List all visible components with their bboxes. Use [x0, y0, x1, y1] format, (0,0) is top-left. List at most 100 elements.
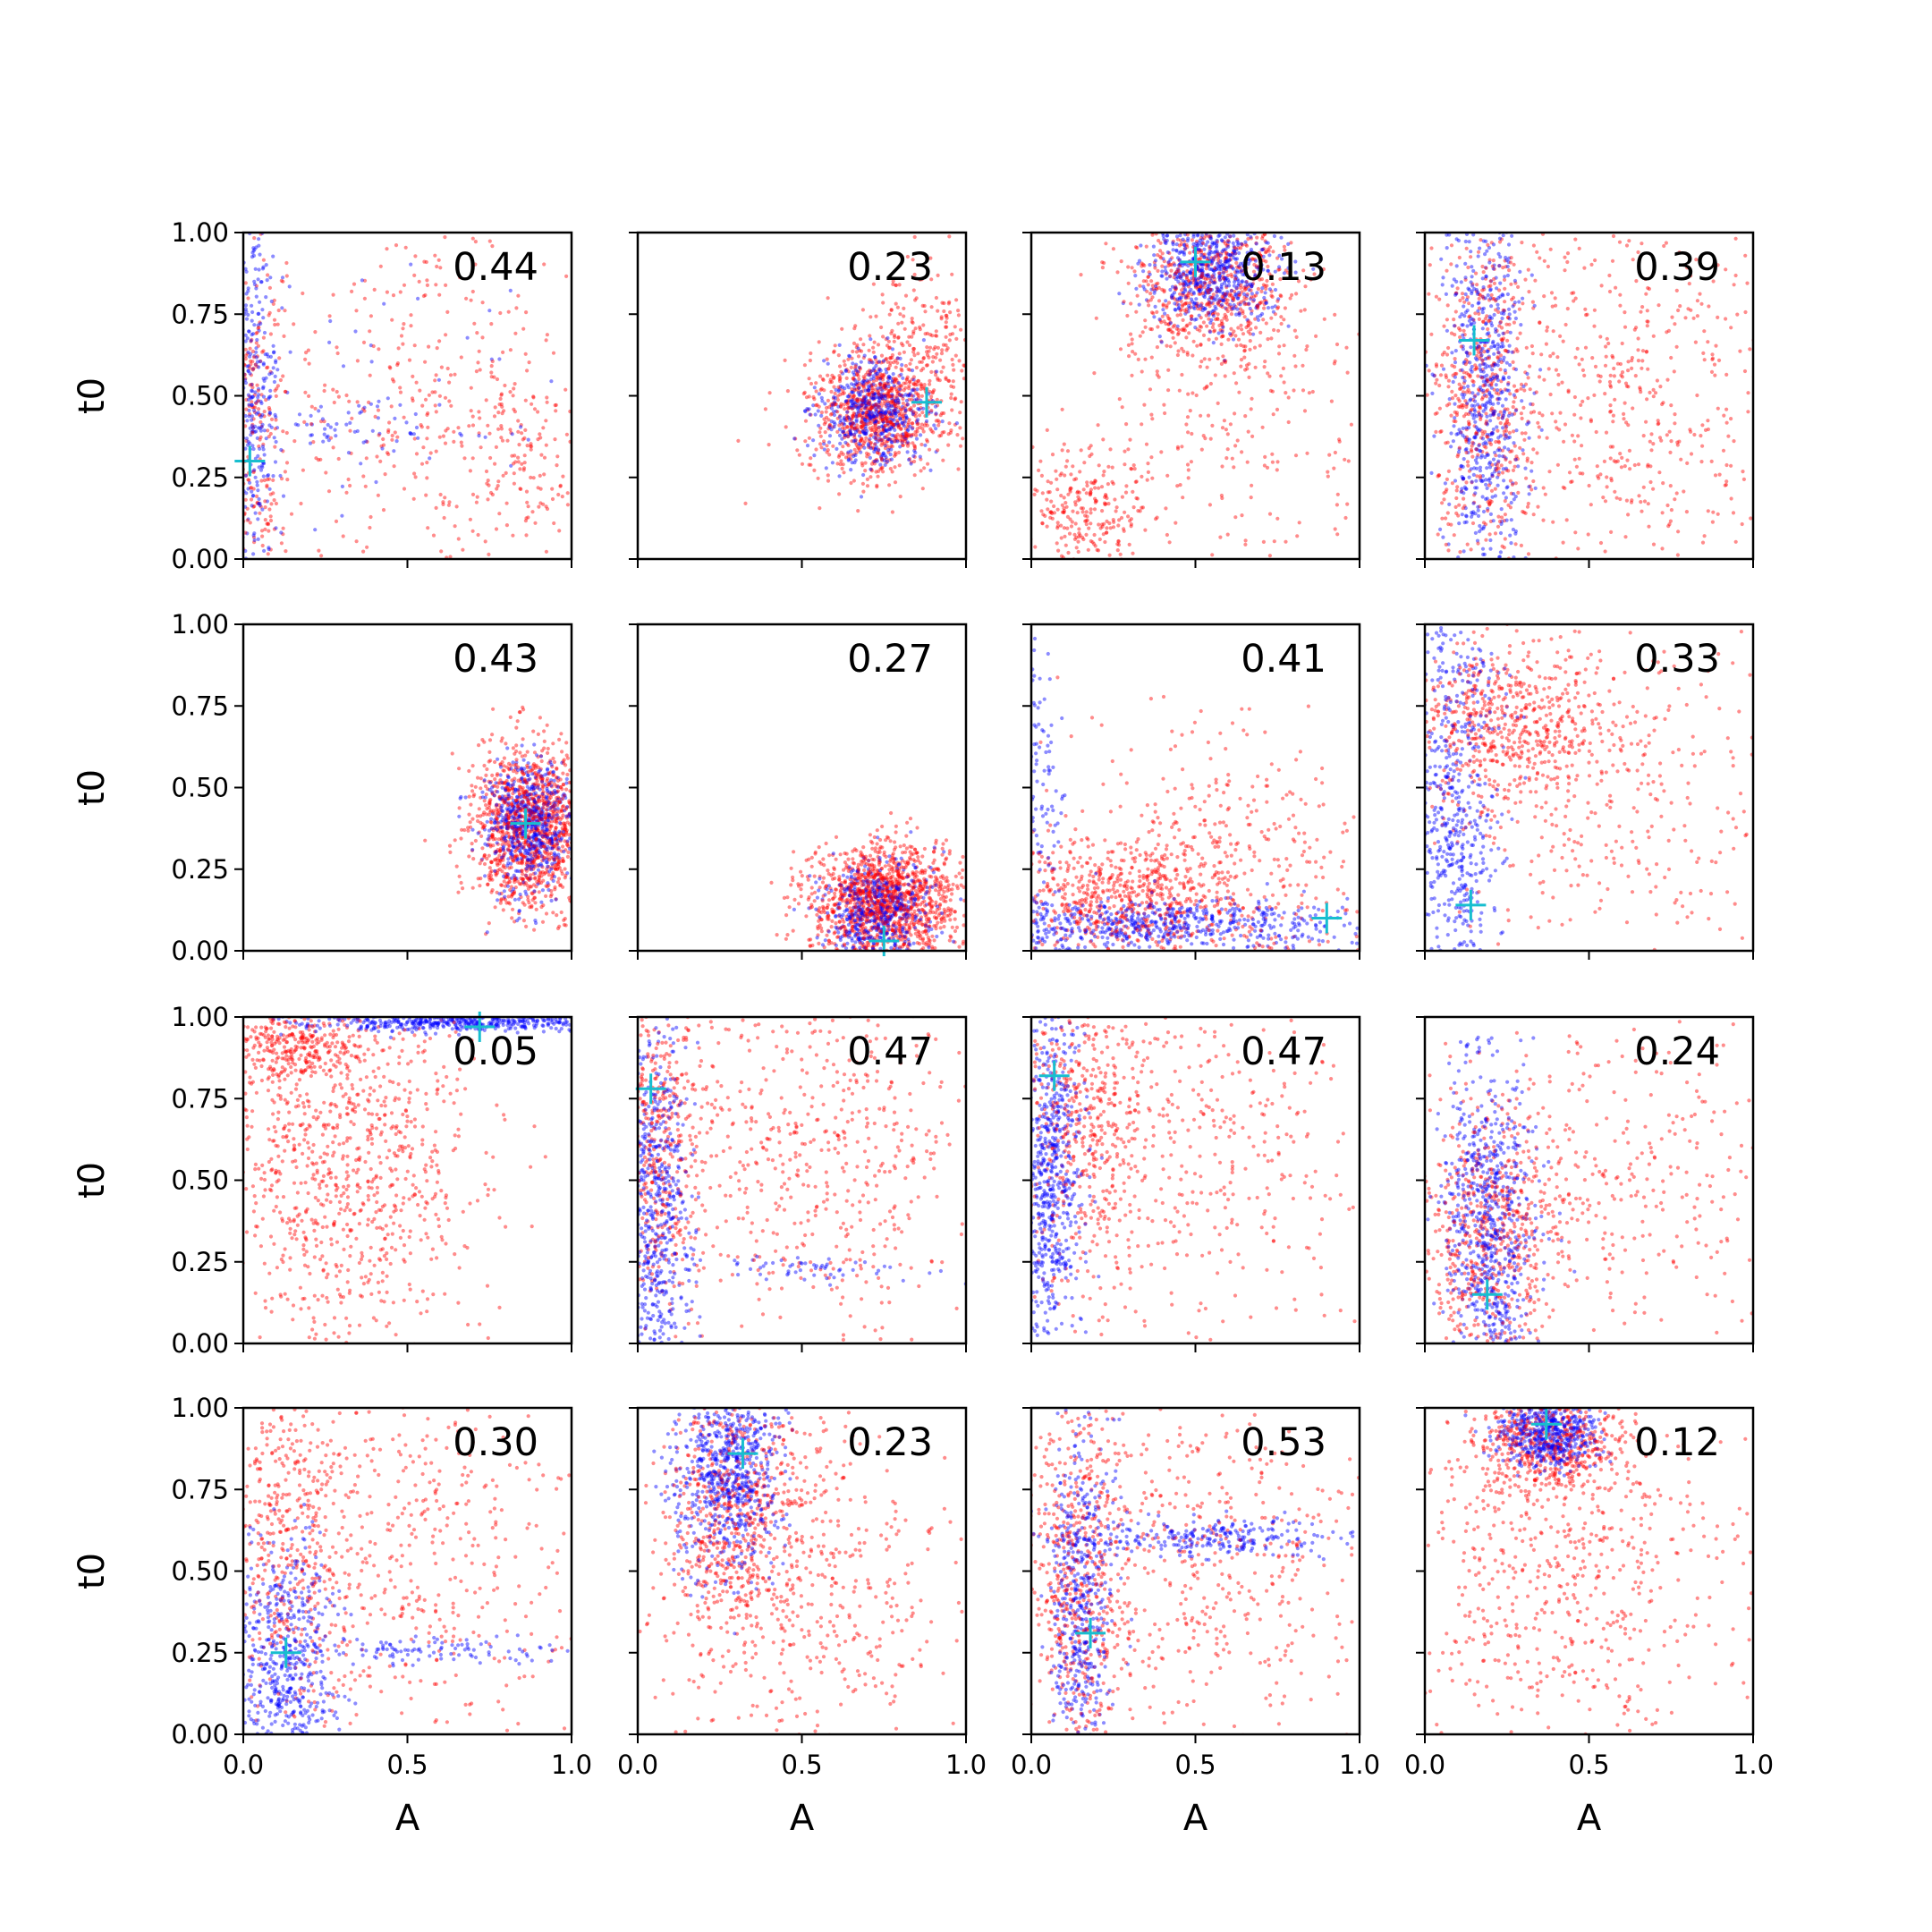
red-series-point	[1092, 507, 1097, 512]
blue-series-point	[853, 368, 859, 372]
red-series-point	[883, 383, 887, 387]
red-series-point	[861, 384, 866, 388]
red-series-point	[872, 429, 877, 434]
red-series-point	[1480, 361, 1485, 366]
blue-series-point	[1208, 294, 1213, 300]
red-series-point	[1216, 286, 1220, 291]
red-series-point	[1150, 295, 1155, 300]
blue-series-point	[1117, 292, 1122, 296]
blue-series-point	[857, 386, 861, 390]
red-series-point	[1460, 561, 1463, 564]
red-series-point	[1577, 246, 1581, 250]
red-series-point	[826, 427, 831, 431]
blue-series-point	[272, 379, 276, 385]
red-series-point	[1144, 244, 1148, 249]
blue-series-point	[891, 424, 895, 428]
red-series-point	[1528, 387, 1532, 392]
blue-series-point	[409, 262, 413, 267]
blue-series-point	[1208, 234, 1212, 239]
red-series-point	[1199, 284, 1203, 289]
red-series-point	[448, 555, 453, 559]
red-series-point	[846, 369, 852, 374]
blue-series-point	[255, 399, 259, 403]
red-series-point	[874, 427, 879, 431]
red-series-point	[444, 428, 448, 433]
blue-series-point	[1232, 250, 1236, 254]
blue-series-point	[869, 467, 873, 471]
blue-series-point	[913, 450, 918, 455]
red-series-point	[1196, 307, 1200, 311]
blue-series-point	[1183, 262, 1188, 267]
red-series-point	[250, 400, 254, 404]
blue-series-point	[413, 411, 418, 417]
blue-series-point	[1152, 253, 1157, 258]
blue-series-point	[1227, 258, 1232, 263]
red-series-point	[842, 391, 846, 395]
red-series-point	[888, 355, 893, 360]
red-series-point	[888, 411, 893, 416]
red-series-point	[1523, 511, 1528, 515]
red-series-point	[1277, 344, 1282, 349]
red-series-point	[879, 443, 884, 447]
red-series-point	[1674, 288, 1679, 292]
blue-series-point	[905, 440, 910, 445]
blue-series-point	[1223, 275, 1227, 280]
red-series-point	[837, 377, 842, 382]
red-series-point	[530, 445, 534, 449]
red-series-point	[1643, 276, 1648, 282]
blue-series-point	[879, 408, 884, 412]
red-series-point	[1656, 422, 1660, 427]
blue-series-point	[248, 426, 252, 430]
blue-series-point	[1260, 286, 1265, 291]
blue-series-point	[1243, 240, 1248, 244]
red-series-point	[494, 445, 499, 449]
red-series-point	[1503, 387, 1507, 392]
red-series-point	[1208, 436, 1213, 441]
red-series-point	[1230, 332, 1234, 336]
red-series-point	[1419, 549, 1423, 553]
blue-series-point	[273, 460, 278, 464]
red-series-point	[1537, 435, 1541, 439]
red-series-point	[1242, 315, 1247, 319]
red-series-point	[1521, 510, 1526, 515]
red-series-point	[826, 448, 830, 453]
red-series-point	[266, 428, 270, 433]
red-series-point	[902, 314, 906, 318]
red-series-point	[1140, 264, 1144, 268]
red-series-point	[1711, 510, 1716, 514]
blue-series-point	[877, 369, 881, 374]
blue-series-point	[1149, 287, 1154, 292]
red-series-point	[902, 326, 907, 331]
red-series-point	[1244, 266, 1249, 270]
blue-series-point	[1277, 265, 1282, 269]
red-series-point	[868, 401, 872, 405]
blue-series-point	[1199, 275, 1203, 280]
red-series-point	[902, 439, 907, 444]
red-series-point	[1146, 283, 1150, 287]
blue-series-point	[911, 427, 915, 431]
red-series-point	[1507, 322, 1512, 326]
red-series-point	[1190, 238, 1194, 242]
blue-series-point	[1218, 264, 1223, 268]
red-series-point	[869, 475, 873, 479]
red-series-point	[831, 396, 836, 401]
blue-series-point	[1175, 256, 1181, 260]
red-series-point	[1140, 422, 1144, 427]
red-series-point	[1062, 510, 1066, 515]
red-series-point	[907, 432, 911, 436]
red-series-point	[934, 412, 938, 417]
red-series-point	[866, 422, 870, 427]
blue-series-point	[878, 412, 883, 417]
red-series-point	[1658, 385, 1663, 389]
red-series-point	[856, 386, 860, 390]
blue-series-point	[1267, 253, 1272, 258]
blue-series-point	[1174, 249, 1179, 253]
red-series-point	[881, 301, 886, 305]
red-series-point	[1178, 309, 1182, 313]
red-series-point	[1310, 389, 1315, 394]
red-series-point	[1196, 285, 1201, 290]
red-series-point	[818, 374, 823, 378]
y-axis-label: t0	[72, 377, 113, 414]
red-series-point	[1479, 436, 1484, 440]
red-series-point	[1452, 533, 1456, 538]
